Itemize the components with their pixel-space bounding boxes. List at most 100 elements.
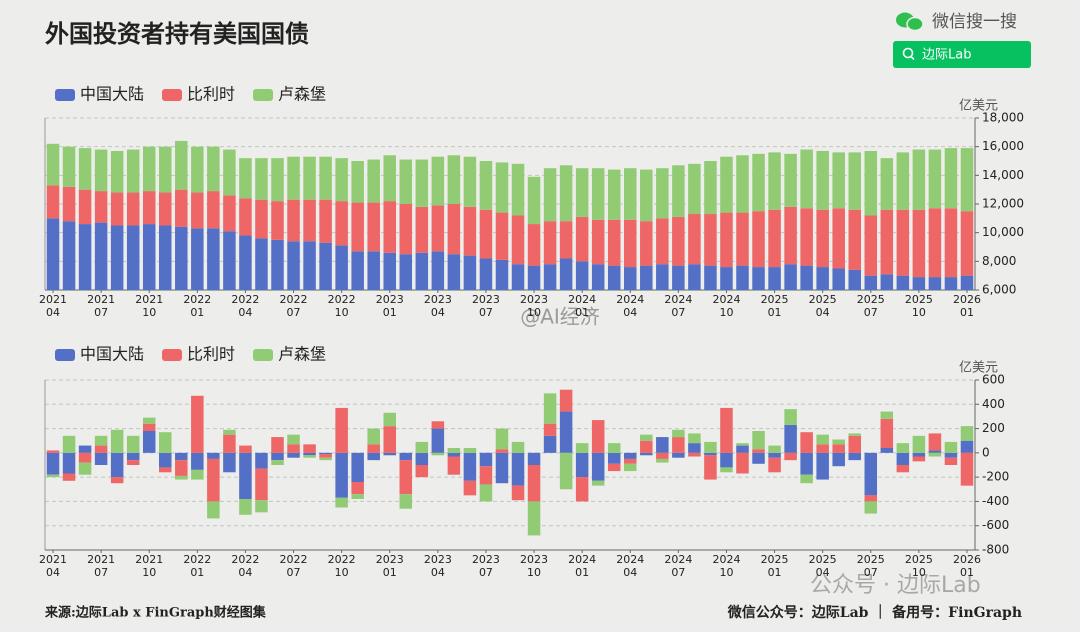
bar <box>752 267 765 290</box>
x-tick-label: 10 <box>335 566 349 579</box>
bar <box>78 452 92 463</box>
watermark: 公众号 · 边际Lab <box>810 573 981 598</box>
bar <box>367 159 380 203</box>
bar <box>223 149 236 196</box>
bar <box>351 161 364 203</box>
bar <box>640 452 653 456</box>
bar <box>816 434 829 445</box>
bar <box>431 452 445 456</box>
legend-swatch <box>253 349 273 361</box>
bar <box>175 189 188 227</box>
bar-group <box>46 140 974 290</box>
bar <box>62 435 76 453</box>
bar <box>720 452 733 468</box>
x-tick-label: 2024 <box>664 293 692 306</box>
x-tick-label: 2025 <box>761 293 789 306</box>
bar <box>447 204 461 255</box>
bar <box>720 156 733 213</box>
bar <box>960 426 974 441</box>
bar <box>479 258 493 290</box>
bar <box>223 231 236 290</box>
bar <box>672 437 685 453</box>
bar <box>640 434 653 441</box>
bar <box>159 225 172 290</box>
bar <box>495 162 509 213</box>
legend-label: 中国大陆 <box>80 345 144 364</box>
bar <box>704 161 717 215</box>
bar <box>319 242 332 290</box>
bar <box>575 168 589 217</box>
x-tick-label: 10 <box>912 566 926 579</box>
bar <box>110 477 124 484</box>
bar <box>175 460 188 476</box>
x-tick-label: 01 <box>190 306 204 319</box>
bar <box>784 153 797 207</box>
bar <box>46 450 60 453</box>
bar <box>591 452 605 481</box>
x-tick-label: 2022 <box>280 293 308 306</box>
bar <box>960 440 974 453</box>
search-query[interactable]: 边际Lab <box>922 48 971 63</box>
bar <box>928 433 942 451</box>
bar <box>383 412 396 427</box>
y-tick-label: 400 <box>982 397 1005 411</box>
bar <box>672 216 685 266</box>
bar <box>367 444 380 453</box>
bar <box>431 205 445 252</box>
legend-swatch <box>162 349 182 361</box>
bar <box>175 452 188 461</box>
x-tick-label: 2021 <box>87 293 115 306</box>
bar <box>624 452 637 459</box>
bar <box>688 452 701 457</box>
bar <box>880 209 894 275</box>
bar <box>142 417 156 424</box>
search-button[interactable] <box>893 41 1031 68</box>
bar <box>864 150 878 216</box>
bar <box>720 212 733 268</box>
bar <box>848 435 861 453</box>
bar <box>46 474 60 478</box>
bar <box>46 185 60 219</box>
bar <box>431 156 445 206</box>
x-tick-label: 10 <box>719 306 733 319</box>
bar <box>415 159 429 207</box>
bar <box>367 428 380 445</box>
bar <box>175 475 188 480</box>
bar <box>303 452 316 456</box>
bar <box>591 480 605 486</box>
bar <box>832 268 845 290</box>
legend-label: 卢森堡 <box>278 85 326 104</box>
bar <box>656 437 669 453</box>
x-tick-label: 2022 <box>328 293 356 306</box>
bar <box>303 444 316 453</box>
bar <box>383 426 396 453</box>
bar <box>447 155 461 204</box>
bar <box>784 264 797 290</box>
bar <box>896 443 910 453</box>
bar <box>688 433 701 444</box>
bar <box>880 448 894 453</box>
x-tick-label: 04 <box>46 566 60 579</box>
bar <box>752 452 765 464</box>
bar <box>960 452 974 486</box>
bar <box>479 161 493 210</box>
bar <box>944 277 958 290</box>
bar <box>479 452 493 467</box>
x-tick-label: 04 <box>816 306 830 319</box>
x-tick-label: 2023 <box>424 553 452 566</box>
bar <box>319 199 332 243</box>
x-tick-label: 07 <box>864 566 878 579</box>
x-tick-label: 2025 <box>809 293 837 306</box>
legend-swatch <box>162 89 182 101</box>
bar <box>335 245 348 290</box>
bar <box>848 152 861 210</box>
y-tick-label: -400 <box>982 494 1009 508</box>
bar <box>800 149 813 209</box>
x-tick-label: 2024 <box>616 293 644 306</box>
bar <box>159 192 172 226</box>
bar <box>175 140 188 190</box>
bar <box>607 219 621 266</box>
bar <box>640 169 653 222</box>
bar <box>62 221 76 290</box>
